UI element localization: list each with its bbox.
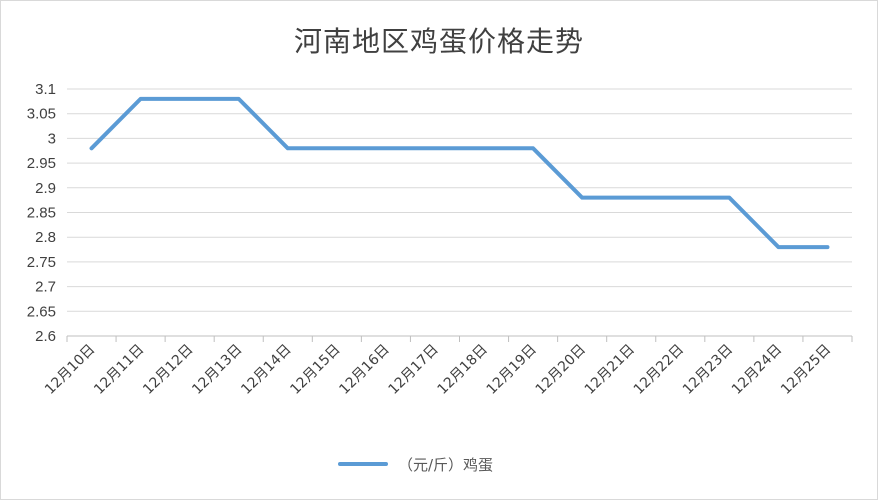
legend: （元/斤）鸡蛋 — [338, 452, 493, 476]
y-tick-label: 2.85 — [27, 205, 56, 222]
x-tick-label: 12月13日 — [189, 342, 245, 398]
chart-title: 河南地区鸡蛋价格走势 — [293, 25, 584, 58]
y-tick-label: 3 — [48, 130, 56, 147]
y-tick-label: 2.6 — [35, 328, 56, 345]
x-tick-label: 12月22日 — [631, 342, 687, 398]
x-tick-label: 12月19日 — [484, 342, 540, 398]
x-tick-label: 12月20日 — [533, 342, 589, 398]
x-tick-label: 12月12日 — [140, 342, 196, 398]
y-tick-label: 2.7 — [35, 279, 56, 296]
x-tick-label: 12月24日 — [729, 342, 785, 398]
series-line — [89, 96, 830, 250]
y-tick-label: 2.8 — [35, 229, 56, 246]
x-tick-label: 12月18日 — [435, 342, 491, 398]
x-tick-label: 12月11日 — [91, 342, 147, 398]
y-tick-label: 2.9 — [35, 180, 56, 197]
x-tick-label: 12月14日 — [238, 342, 294, 398]
y-tick-label: 3.1 — [35, 81, 56, 98]
y-tick-label: 3.05 — [27, 106, 56, 123]
x-tick-label: 12月25日 — [778, 342, 834, 398]
y-tick-label: 2.65 — [27, 303, 56, 320]
y-tick-label: 2.75 — [27, 254, 56, 271]
x-tick-label: 12月23日 — [680, 342, 736, 398]
legend-swatch — [338, 462, 388, 466]
legend-label: （元/斤）鸡蛋 — [398, 455, 494, 474]
y-tick-label: 2.95 — [27, 155, 56, 172]
x-tick-label: 12月15日 — [287, 342, 343, 398]
x-tick-label: 12月16日 — [336, 342, 392, 398]
x-tick-label: 12月21日 — [582, 342, 638, 398]
x-tick-label: 12月17日 — [385, 342, 441, 398]
x-tick-label: 12月10日 — [42, 342, 98, 398]
